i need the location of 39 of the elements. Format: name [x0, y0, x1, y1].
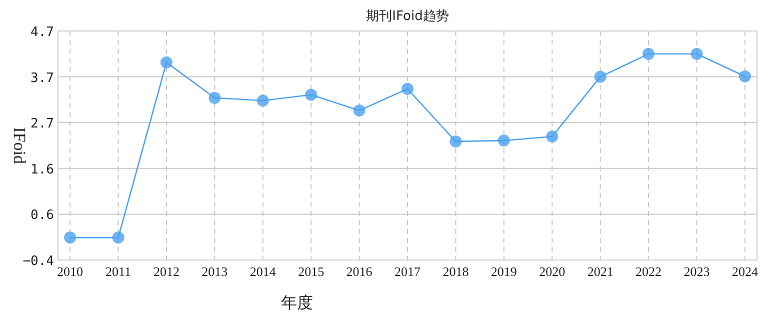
x-tick-label: 2015: [298, 264, 324, 279]
y-tick-label: 2.7: [30, 116, 54, 132]
point: [690, 48, 703, 60]
point: [402, 82, 414, 95]
x-tick-label: 2017: [394, 264, 421, 279]
y-axis-title: IFoid: [10, 127, 29, 164]
chart-title: 期刊IFoid趋势: [366, 9, 449, 24]
x-tick-label: 2012: [153, 264, 180, 279]
x-axis-title: 年度: [281, 293, 313, 312]
point: [160, 56, 172, 68]
point: [305, 88, 318, 101]
x-tick-label: 2021: [587, 264, 614, 279]
x-tick-label: 2018: [442, 264, 469, 279]
point: [498, 134, 510, 147]
y-tick-label: −0.4: [22, 254, 54, 269]
point: [450, 135, 462, 148]
x-tick-label: 2019: [490, 264, 517, 279]
y-tick-label: 0.6: [30, 208, 54, 224]
y-tick-label: 1.6: [30, 162, 54, 178]
point: [208, 92, 221, 104]
point: [546, 130, 558, 143]
x-tick-label: 2013: [202, 264, 228, 279]
point: [112, 232, 124, 244]
x-tick-label: 2010: [57, 264, 84, 279]
y-tick-label: 4.7: [30, 25, 54, 40]
x-tick-label: 2016: [346, 264, 373, 279]
point: [738, 70, 751, 82]
y-tick-label: 3.7: [30, 70, 54, 86]
point: [353, 104, 366, 116]
x-tick-label: 2020: [539, 264, 566, 279]
x-tick-label: 2023: [684, 264, 710, 279]
point: [256, 94, 269, 107]
x-tick-label: 2011: [105, 264, 132, 279]
x-tick-label: 2024: [732, 264, 758, 279]
point: [642, 48, 655, 60]
point: [64, 232, 76, 244]
x-tick-label: 2014: [250, 264, 276, 279]
point: [594, 70, 606, 83]
x-tick-label: 2022: [636, 264, 662, 279]
